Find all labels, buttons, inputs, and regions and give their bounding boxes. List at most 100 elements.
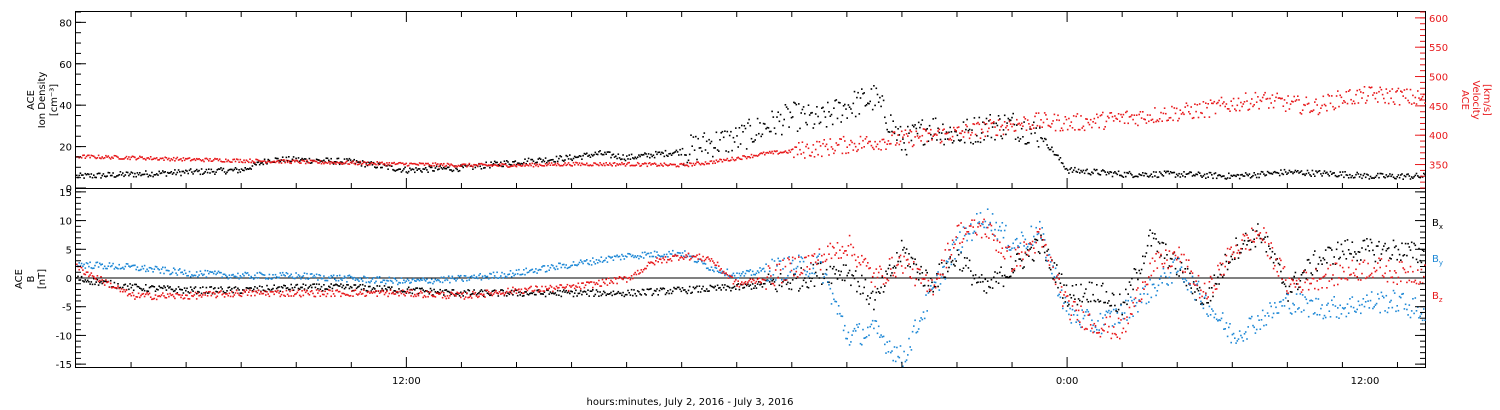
series-density-point: [868, 102, 870, 105]
series-density-point: [1270, 172, 1272, 175]
series-By-point: [554, 268, 557, 271]
series-density-point: [1072, 169, 1075, 171]
series-density-point: [1122, 176, 1125, 178]
series-Bx-point: [1206, 302, 1208, 304]
series-Bx-point: [621, 294, 623, 297]
series-By-point: [147, 270, 150, 272]
series-Bx-point: [862, 292, 864, 295]
series-Bx-point: [670, 292, 673, 295]
series-Bx-point: [749, 284, 752, 286]
series-velocity-point: [291, 160, 294, 162]
series-velocity-point: [962, 136, 965, 138]
series-velocity-point: [886, 143, 888, 145]
series-By-point: [661, 255, 663, 257]
series-Bx-point: [1318, 256, 1321, 259]
series-By-point: [451, 275, 454, 278]
series-Bx-point: [1022, 267, 1024, 270]
series-Bx-point: [609, 293, 611, 295]
series-By-point: [535, 268, 537, 270]
series-Bx-point: [953, 263, 955, 266]
series-By-point: [933, 281, 936, 283]
series-Bx-point: [1321, 263, 1323, 265]
series-Bz-point: [532, 290, 535, 292]
series-Bz-point: [180, 296, 182, 299]
series-Bx-point: [1208, 287, 1211, 289]
series-Bx-point: [1085, 288, 1087, 290]
series-Bx-point: [1171, 258, 1173, 260]
series-Bx-point: [1207, 302, 1209, 304]
series-velocity-point: [272, 160, 274, 163]
series-Bx-point: [139, 287, 141, 289]
series-By-point: [290, 273, 292, 276]
series-Bx-point: [430, 289, 433, 292]
series-By-point: [1352, 306, 1355, 309]
series-velocity-point: [159, 157, 162, 160]
series-density-point: [105, 175, 107, 178]
series-Bx-point: [195, 292, 198, 295]
series-Bx-point: [477, 292, 479, 295]
series-velocity-point: [475, 164, 478, 166]
series-Bx-point: [1324, 249, 1327, 251]
series-velocity-point: [1309, 111, 1311, 114]
series-Bx-point: [890, 274, 892, 277]
series-Bx-point: [718, 287, 720, 289]
series-density-point: [627, 158, 629, 160]
series-By-point: [600, 256, 603, 258]
series-density-point: [802, 106, 805, 108]
series-velocity-point: [336, 161, 338, 163]
series-By-point: [492, 271, 495, 274]
series-Bx-point: [515, 289, 518, 292]
series-density-point: [825, 126, 828, 128]
series-velocity-point: [501, 163, 503, 165]
series-velocity-point: [647, 162, 650, 165]
series-By-point: [466, 279, 468, 282]
series-density-point: [1217, 174, 1219, 177]
series-Bz-point: [290, 295, 292, 297]
series-density-point: [835, 99, 838, 101]
series-Bz-point: [170, 294, 173, 297]
series-velocity-point: [550, 162, 553, 164]
series-Bx-point: [566, 291, 569, 294]
series-velocity-point: [564, 162, 566, 164]
series-density-point: [124, 174, 127, 176]
series-velocity-point: [905, 133, 908, 135]
series-Bx-point: [137, 286, 140, 288]
series-By-point: [124, 265, 127, 268]
series-density-point: [1237, 174, 1240, 176]
series-By-point: [1374, 304, 1377, 306]
series-velocity-point: [611, 165, 613, 167]
series-Bx-point: [492, 289, 495, 292]
series-velocity-point: [615, 165, 617, 167]
series-velocity-point: [212, 159, 215, 161]
series-velocity-point: [1331, 95, 1333, 97]
series-density-point: [1261, 171, 1264, 173]
series-Bz-point: [363, 289, 365, 291]
series-Bx-point: [1007, 277, 1010, 279]
series-density-point: [1001, 137, 1004, 140]
series-velocity-point: [502, 163, 504, 166]
series-Bx-point: [994, 271, 996, 273]
series-By-point: [1114, 323, 1116, 325]
series-Bx-point: [548, 293, 550, 295]
series-Bx-point: [245, 287, 248, 289]
series-By-point: [1315, 297, 1317, 300]
series-Bz-point: [365, 294, 368, 297]
series-velocity-point: [437, 163, 439, 165]
series-density-point: [1138, 173, 1140, 175]
series-By-point: [596, 262, 599, 264]
series-velocity-point: [346, 160, 348, 163]
series-velocity-point: [1195, 110, 1197, 113]
series-velocity-point: [302, 159, 305, 162]
series-density-point: [669, 152, 672, 155]
series-density-point: [678, 154, 680, 156]
series-Bx-point: [1194, 291, 1196, 293]
series-density-point: [565, 154, 567, 157]
series-velocity-point: [176, 156, 179, 159]
series-By-point: [265, 278, 267, 280]
series-density-point: [1238, 177, 1241, 180]
series-Bx-point: [389, 288, 392, 290]
series-Bx-point: [922, 285, 925, 287]
series-By-point: [882, 335, 885, 338]
series-density-point: [340, 161, 342, 163]
series-By-point: [208, 272, 210, 275]
